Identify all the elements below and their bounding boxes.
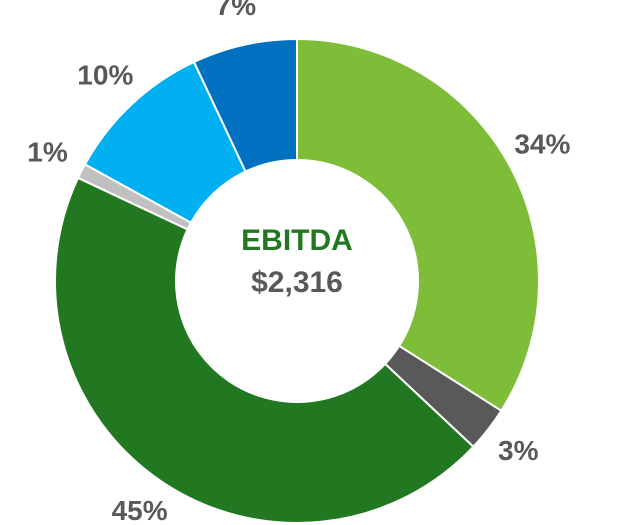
data-label: 45% bbox=[112, 495, 168, 525]
center-value: $2,316 bbox=[251, 266, 343, 299]
data-label: 10% bbox=[77, 59, 133, 90]
donut-slice bbox=[83, 60, 247, 225]
center-title: EBITDA bbox=[241, 224, 353, 257]
donut-slice bbox=[383, 344, 503, 449]
data-label: 34% bbox=[514, 128, 570, 159]
donut-slice bbox=[54, 176, 475, 524]
donut-slice bbox=[296, 37, 540, 413]
data-label: 3% bbox=[498, 435, 539, 466]
data-label: 1% bbox=[27, 136, 68, 167]
data-label: 7% bbox=[216, 0, 257, 21]
